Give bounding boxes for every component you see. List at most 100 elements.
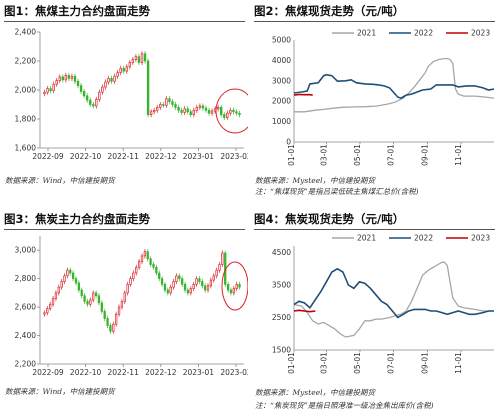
panel2-title: 图2：焦煤现货走势（元/吨） bbox=[254, 4, 405, 18]
x-tick-label: 09-01 bbox=[421, 352, 430, 374]
x-tick-label: 03-01 bbox=[319, 352, 328, 374]
candle bbox=[109, 325, 112, 332]
y-tick-label: 0 bbox=[286, 138, 291, 147]
x-tick-label: 11-01 bbox=[454, 144, 463, 166]
coke-spot-chart: 1500 2500 3500 4500 01-01 03-01 05-01 07-01 09-0… bbox=[252, 232, 498, 378]
candle bbox=[85, 95, 89, 101]
candle bbox=[110, 78, 113, 82]
candle bbox=[158, 272, 161, 280]
panel1-title: 图1：焦煤主力合约盘面走势 bbox=[4, 4, 151, 18]
candle bbox=[152, 109, 156, 113]
y-tick-label: 3000 bbox=[272, 76, 291, 85]
candle bbox=[186, 108, 189, 113]
x-tick-label: 09-01 bbox=[421, 144, 430, 166]
candle bbox=[115, 313, 118, 325]
candle bbox=[146, 60, 150, 116]
candle bbox=[140, 53, 144, 63]
y-tick-label: 1500 bbox=[272, 346, 291, 355]
candle bbox=[100, 302, 103, 312]
candle bbox=[82, 91, 86, 97]
candle bbox=[63, 275, 66, 282]
candle bbox=[132, 272, 135, 280]
candle bbox=[229, 109, 232, 114]
candle bbox=[52, 83, 55, 92]
panel2-source: 数据来源：Mysteel，中信建投期货 bbox=[255, 176, 376, 185]
candle bbox=[165, 98, 168, 106]
x-tick-label: 07-01 bbox=[386, 144, 395, 166]
candle bbox=[83, 295, 86, 302]
candle bbox=[71, 272, 75, 280]
candle bbox=[169, 286, 172, 294]
candle bbox=[125, 66, 128, 72]
candle bbox=[160, 278, 164, 285]
candle bbox=[117, 306, 121, 315]
panel4-title: 图4：焦炭现货走势（元/吨） bbox=[254, 212, 405, 226]
candle bbox=[128, 62, 132, 68]
candle bbox=[80, 289, 83, 297]
candle bbox=[116, 72, 119, 77]
candle bbox=[226, 112, 229, 118]
candle bbox=[113, 75, 116, 82]
x-tick-label: 05-01 bbox=[353, 352, 362, 374]
candle bbox=[174, 104, 177, 108]
candle bbox=[163, 284, 167, 291]
candle bbox=[235, 111, 238, 114]
x-tick-label: 2022-11 bbox=[108, 152, 140, 161]
candle bbox=[226, 284, 230, 291]
legend-label-2022: 2022 bbox=[414, 29, 433, 38]
candle bbox=[46, 308, 49, 314]
candle bbox=[162, 104, 165, 106]
candle bbox=[94, 292, 98, 297]
candle bbox=[156, 107, 159, 111]
candle bbox=[54, 292, 58, 299]
candle bbox=[92, 292, 95, 301]
candle bbox=[51, 298, 55, 305]
x-tick-label: 2023-01 bbox=[183, 152, 215, 161]
series-line-2021 bbox=[294, 57, 495, 113]
candle bbox=[232, 109, 235, 113]
coke-futures-chart: 2,200 2,400 2,600 2,800 3,000 2022-09 2022-10 2… bbox=[2, 232, 248, 384]
panel3-title: 图3：焦炭主力合约盘面走势 bbox=[4, 212, 151, 226]
candle bbox=[238, 112, 241, 115]
x-tick-label: 2023-01 bbox=[183, 368, 215, 377]
x-tick-label: 11-01 bbox=[454, 352, 463, 374]
y-tick-label: 1000 bbox=[272, 117, 291, 126]
y-tick-label: 4500 bbox=[272, 248, 291, 257]
candle bbox=[92, 104, 95, 107]
candle bbox=[46, 88, 49, 93]
panel3-source: 数据来源：Wind，中信建投期货 bbox=[5, 387, 115, 396]
candle bbox=[49, 88, 52, 92]
candle bbox=[103, 311, 106, 319]
candle bbox=[55, 80, 58, 85]
candle bbox=[186, 289, 190, 294]
candle bbox=[98, 91, 101, 100]
candle bbox=[206, 285, 210, 291]
candle bbox=[79, 85, 83, 92]
candle bbox=[220, 107, 223, 116]
candle bbox=[210, 110, 214, 114]
candle bbox=[204, 107, 208, 111]
highlight-circle bbox=[221, 261, 248, 311]
candle bbox=[198, 105, 202, 108]
candle bbox=[177, 107, 180, 111]
x-tick-label: 2022-12 bbox=[145, 368, 177, 377]
candle bbox=[143, 251, 147, 257]
y-tick-label: 2500 bbox=[272, 313, 291, 322]
candle bbox=[155, 266, 158, 274]
candle bbox=[189, 111, 192, 116]
panel3-title-rule bbox=[4, 229, 245, 230]
candle bbox=[104, 81, 107, 88]
candle bbox=[215, 269, 218, 277]
candle bbox=[218, 264, 221, 271]
x-tick-label: 2022-10 bbox=[70, 152, 102, 161]
x-tick-label: 05-01 bbox=[353, 144, 362, 166]
panel4-title-rule bbox=[254, 229, 495, 230]
panel4-source: 数据来源：Mysteel，中信建投期货 bbox=[255, 388, 376, 397]
candle bbox=[175, 275, 178, 282]
candle bbox=[172, 281, 175, 288]
x-tick-label: 01-01 bbox=[287, 144, 296, 166]
candle bbox=[168, 98, 171, 102]
candle bbox=[212, 275, 215, 281]
y-tick-label: 5000 bbox=[272, 36, 291, 45]
candle bbox=[189, 288, 192, 294]
